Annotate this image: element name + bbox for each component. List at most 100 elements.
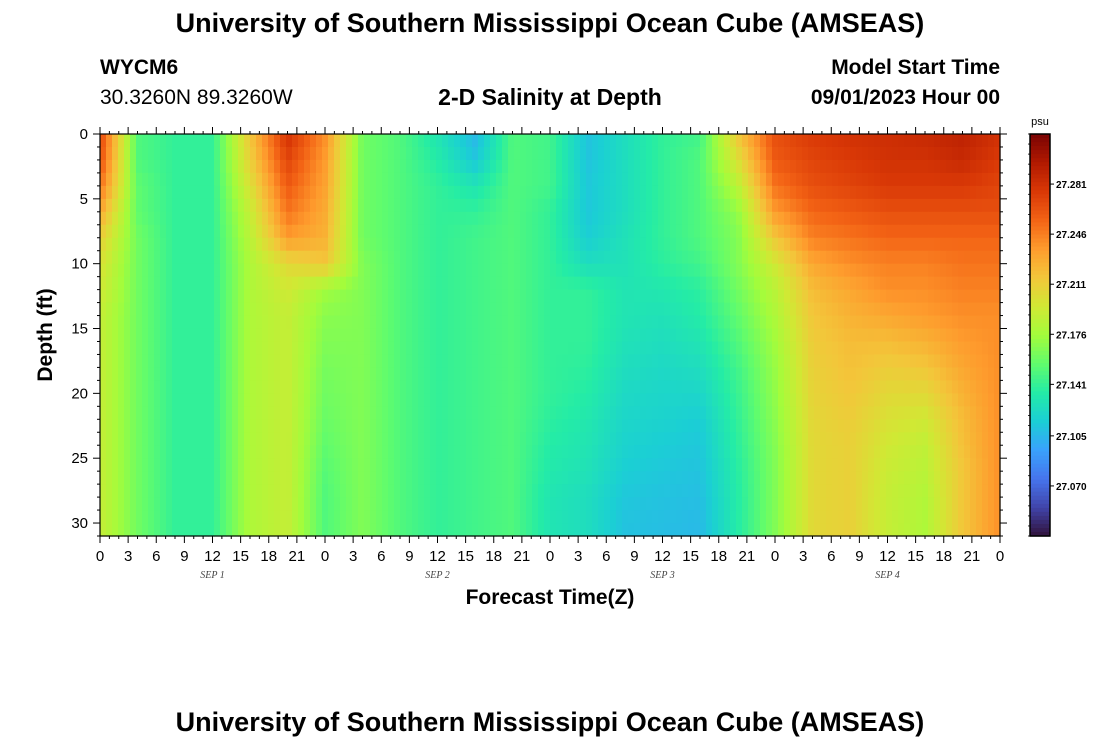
heatmap-cell xyxy=(814,393,821,407)
heatmap-cell xyxy=(664,276,671,291)
heatmap-cell xyxy=(952,380,959,394)
heatmap-cell xyxy=(700,263,707,278)
heatmap-cell xyxy=(922,393,929,407)
heatmap-cell xyxy=(718,289,725,304)
heatmap-cell xyxy=(874,458,881,472)
heatmap-cell xyxy=(646,134,653,148)
heatmap-cell xyxy=(670,497,677,511)
heatmap-cell xyxy=(304,328,311,343)
heatmap-cell xyxy=(106,484,113,498)
heatmap-cell xyxy=(790,172,797,187)
heatmap-cell xyxy=(502,146,509,161)
heatmap-cell xyxy=(868,185,875,200)
heatmap-cell xyxy=(934,367,941,381)
heatmap-cell xyxy=(154,458,161,472)
heatmap-cell xyxy=(604,445,611,459)
heatmap-cell xyxy=(112,159,119,174)
heatmap-cell xyxy=(664,302,671,317)
heatmap-cell xyxy=(340,289,347,304)
heatmap-cell xyxy=(436,250,443,265)
heatmap-cell xyxy=(598,497,605,511)
heatmap-cell xyxy=(694,250,701,265)
heatmap-cell xyxy=(664,380,671,394)
heatmap-cell xyxy=(700,289,707,304)
heatmap-cell xyxy=(676,328,683,343)
heatmap-cell xyxy=(694,276,701,291)
heatmap-cell xyxy=(220,471,227,485)
heatmap-cell xyxy=(112,211,119,226)
heatmap-cell xyxy=(154,510,161,524)
heatmap-cell xyxy=(568,328,575,343)
heatmap-cell xyxy=(118,393,125,407)
heatmap-cell xyxy=(382,315,389,330)
colorbar-segment xyxy=(1030,230,1050,236)
heatmap-cell xyxy=(160,497,167,511)
heatmap-cell xyxy=(466,146,473,161)
heatmap-cell xyxy=(574,302,581,317)
heatmap-cell xyxy=(892,471,899,485)
heatmap-cell xyxy=(208,510,215,524)
heatmap-cell xyxy=(340,134,347,148)
heatmap-cell xyxy=(670,458,677,472)
heatmap-cell xyxy=(484,419,491,433)
heatmap-cell xyxy=(370,367,377,381)
heatmap-cell xyxy=(124,432,131,446)
heatmap-cell xyxy=(316,510,323,524)
colorbar-segment xyxy=(1030,206,1050,211)
heatmap-cell xyxy=(676,302,683,317)
heatmap-cell xyxy=(976,484,983,498)
heatmap-cell xyxy=(448,354,455,369)
heatmap-cell xyxy=(646,263,653,278)
heatmap-cell xyxy=(496,159,503,174)
heatmap-cell xyxy=(100,185,107,200)
heatmap-cell xyxy=(994,445,1001,459)
heatmap-cell xyxy=(262,198,269,213)
heatmap-cell xyxy=(466,185,473,200)
heatmap-cell xyxy=(550,237,557,252)
heatmap-cell xyxy=(946,328,953,343)
heatmap-cell xyxy=(100,146,107,161)
heatmap-cell xyxy=(334,134,341,148)
heatmap-cell xyxy=(922,419,929,433)
heatmap-cell xyxy=(298,497,305,511)
heatmap-cell xyxy=(934,328,941,343)
heatmap-cell xyxy=(388,328,395,343)
heatmap-cell xyxy=(412,458,419,472)
heatmap-cell xyxy=(154,432,161,446)
heatmap-cell xyxy=(928,471,935,485)
heatmap-cell xyxy=(136,185,143,200)
heatmap-cell xyxy=(700,393,707,407)
heatmap-cell xyxy=(880,341,887,356)
heatmap-cell xyxy=(466,211,473,226)
heatmap-cell xyxy=(718,354,725,369)
heatmap-cell xyxy=(196,198,203,213)
heatmap-cell xyxy=(886,523,893,537)
heatmap-cell xyxy=(334,393,341,407)
heatmap-cell xyxy=(940,497,947,511)
heatmap-cell xyxy=(424,198,431,213)
heatmap-cell xyxy=(946,315,953,330)
heatmap-cell xyxy=(178,328,185,343)
heatmap-cell xyxy=(880,510,887,524)
heatmap-cell xyxy=(394,263,401,278)
heatmap-cell xyxy=(298,172,305,187)
heatmap-cell xyxy=(544,263,551,278)
heatmap-cell xyxy=(124,328,131,343)
heatmap-cell xyxy=(916,250,923,265)
heatmap-cell xyxy=(100,406,107,420)
heatmap-cell xyxy=(820,146,827,161)
heatmap-cell xyxy=(652,146,659,161)
heatmap-cell xyxy=(622,263,629,278)
heatmap-cell xyxy=(610,432,617,446)
heatmap-cell xyxy=(592,432,599,446)
heatmap-cell xyxy=(220,341,227,356)
heatmap-cell xyxy=(688,263,695,278)
heatmap-cell xyxy=(184,497,191,511)
heatmap-cell xyxy=(856,341,863,356)
heatmap-cell xyxy=(268,328,275,343)
heatmap-cell xyxy=(868,276,875,291)
heatmap-cell xyxy=(310,185,317,200)
heatmap-cell xyxy=(988,341,995,356)
heatmap-cell xyxy=(718,367,725,381)
heatmap-cell xyxy=(628,172,635,187)
